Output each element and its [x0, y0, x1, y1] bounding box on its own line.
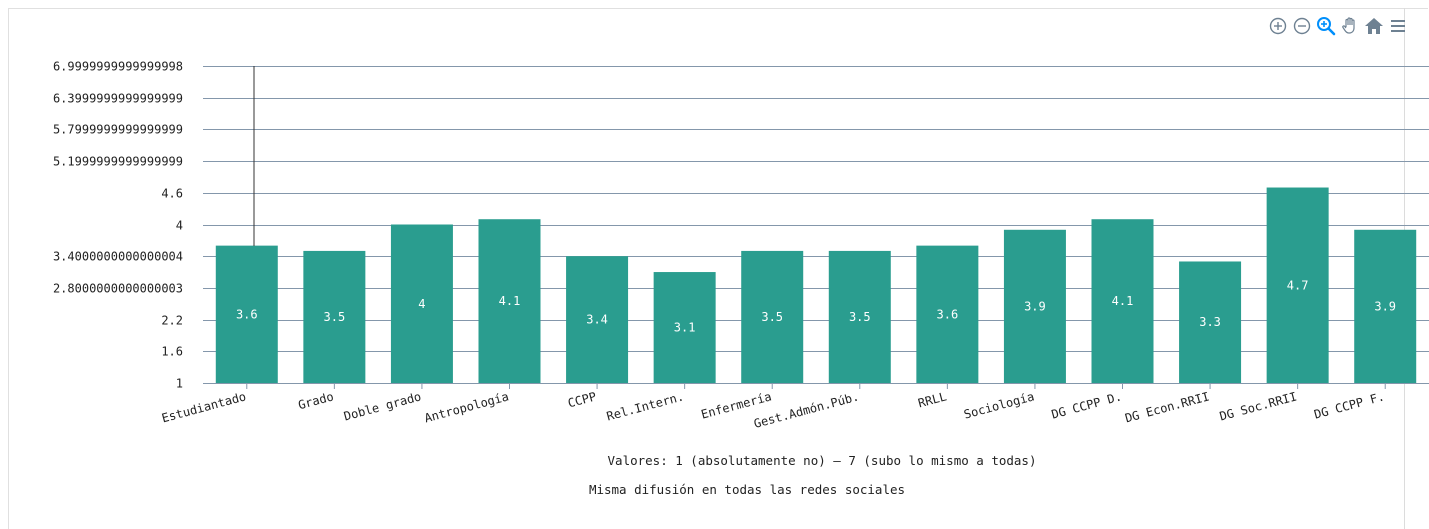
data-label: 3.6 [236, 307, 258, 321]
bar [828, 250, 891, 383]
y-axis: 1 1.6 2.2 2.8000000000000003 3.4000000000000… [53, 60, 183, 391]
grid-lines [203, 66, 1429, 384]
y-tick-label: 1 [176, 377, 183, 391]
zoom-in-icon[interactable] [1268, 15, 1288, 37]
data-label: 3.9 [1374, 299, 1396, 313]
data-label: 4.1 [499, 294, 521, 308]
data-label: 4 [418, 297, 425, 311]
bar [1266, 187, 1329, 383]
x-tick-label: Sociología [962, 389, 1035, 421]
bar [1003, 229, 1066, 383]
data-label: 3.6 [937, 307, 959, 321]
data-label: 4.1 [1112, 294, 1134, 308]
chart-frame [8, 8, 1428, 529]
data-label: 3.1 [674, 321, 696, 335]
x-tick-label: RRLL [917, 389, 949, 410]
y-tick-label: 5.1999999999999999 [53, 155, 183, 169]
data-label: 3.5 [324, 310, 346, 324]
chart-toolbar [1268, 15, 1408, 37]
bar [215, 245, 278, 383]
bar [303, 250, 366, 383]
x-tick-label: Antropología [423, 389, 510, 425]
y-tick-label: 5.7999999999999999 [53, 123, 183, 137]
chart-subtitle: Misma difusión en todas las redes social… [589, 482, 905, 497]
data-label: 3.5 [849, 310, 871, 324]
pan-hand-icon[interactable] [1340, 15, 1360, 37]
y-tick-label: 6.9999999999999998 [53, 60, 183, 74]
x-tick-label: DG CCPP F. [1313, 389, 1386, 421]
y-tick-label: 2.2 [161, 314, 183, 328]
data-label: 3.9 [1024, 299, 1046, 313]
data-label: 4.7 [1287, 278, 1309, 292]
data-label: 3.4 [586, 313, 608, 327]
bar [653, 272, 716, 383]
y-tick-label: 1.6 [161, 345, 183, 359]
bar [566, 256, 629, 383]
bar [1354, 229, 1417, 383]
home-reset-icon[interactable] [1364, 15, 1384, 37]
x-tick-label: Grado [297, 389, 336, 412]
x-tick-label: DG Soc.RRII [1218, 389, 1298, 423]
y-tick-label: 4 [176, 219, 183, 233]
bar [1091, 219, 1154, 383]
bar [741, 250, 804, 383]
zoom-selection-icon[interactable] [1316, 15, 1336, 37]
x-tick-label: DG CCPP D. [1050, 389, 1123, 421]
zoom-out-icon[interactable] [1292, 15, 1312, 37]
x-axis-title: Valores: 1 (absolutamente no) – 7 (subo … [608, 453, 1037, 468]
bar [390, 224, 453, 383]
data-label: 3.3 [1199, 315, 1221, 329]
x-tick-label: Estudiantado [160, 389, 247, 425]
y-tick-label: 2.8000000000000003 [53, 282, 183, 296]
y-tick-label: 3.4000000000000004 [53, 250, 183, 264]
bar [1179, 261, 1242, 383]
bar [478, 219, 541, 383]
bar [916, 245, 979, 383]
bars: 3.6 3.5 4 4.1 3.4 3.1 3.5 3.5 3.6 3.9 4.1 3.3 4.7 3.9 [215, 187, 1417, 383]
x-tick-label: DG Econ.RRII [1123, 389, 1210, 425]
x-tick-label: CCPP [566, 389, 598, 410]
y-tick-label: 4.6 [161, 187, 183, 201]
data-label: 3.5 [761, 310, 783, 324]
y-tick-label: 6.3999999999999999 [53, 92, 183, 106]
x-tick-label: Doble grado [342, 389, 422, 423]
x-axis: Estudiantado Grado Doble grado Antropología… [160, 383, 1429, 431]
menu-icon[interactable] [1388, 15, 1408, 37]
x-tick-label: Rel.Intern. [605, 389, 685, 423]
